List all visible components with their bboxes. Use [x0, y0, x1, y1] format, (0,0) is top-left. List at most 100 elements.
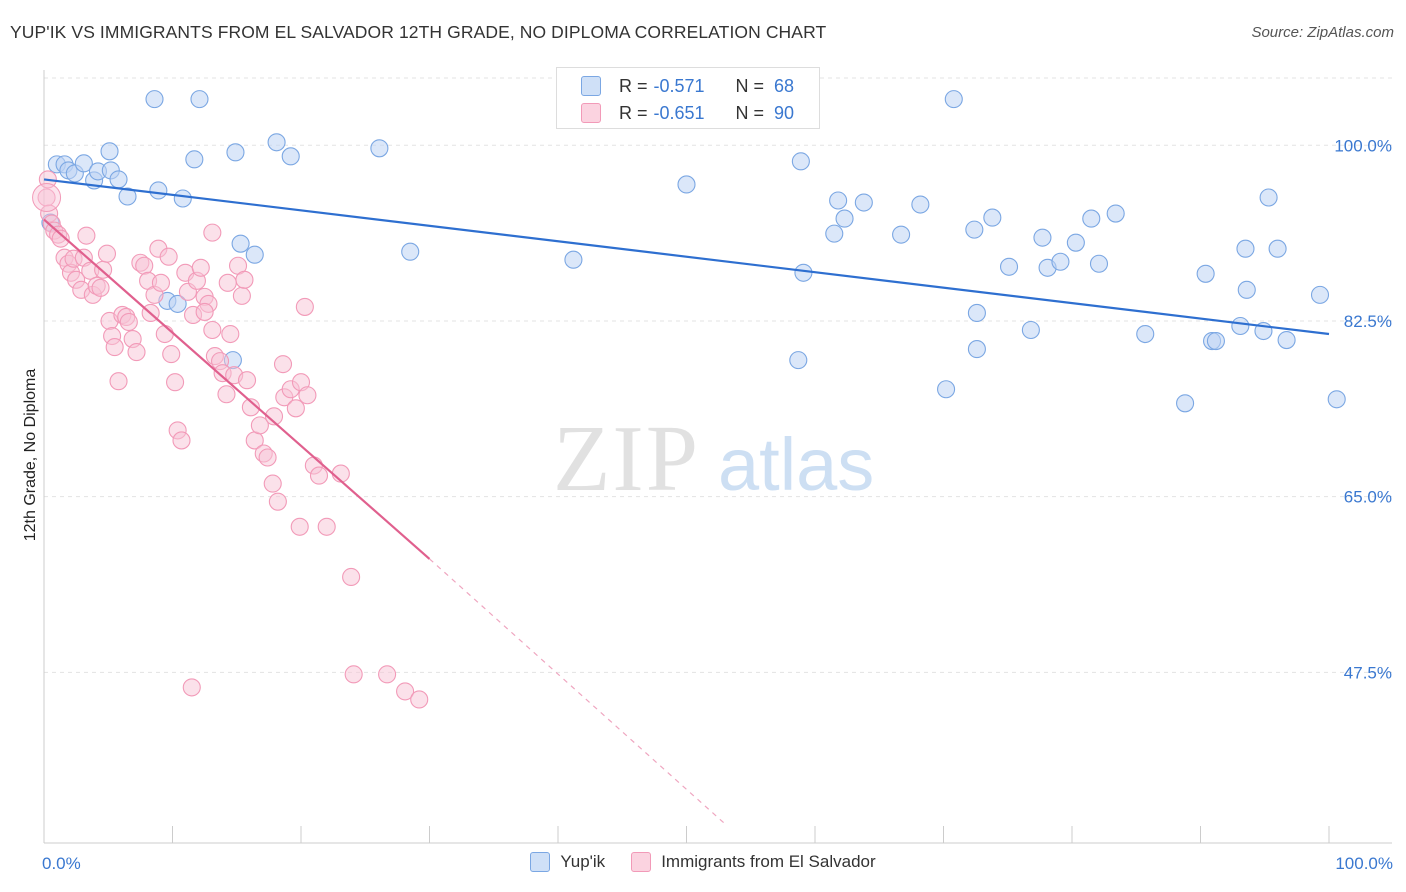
point-s0-21 [231, 234, 250, 253]
point-s1-62 [250, 416, 269, 435]
n-value: 68 [774, 75, 795, 96]
point-s0-10 [109, 170, 128, 189]
point-s0-11 [118, 187, 137, 206]
x-tick-label-0: 0.0% [42, 854, 81, 873]
point-s0-49 [1051, 252, 1070, 271]
point-s0-5 [74, 154, 93, 173]
point-s0-39 [937, 380, 956, 399]
point-s0-50 [1066, 233, 1085, 252]
point-s1-81 [203, 223, 222, 242]
point-s1-79 [396, 682, 415, 701]
point-s1-87 [290, 517, 309, 536]
point-s0-58 [1206, 332, 1225, 351]
stats-row-el-salvador: R = -0.651 N = 90 [581, 101, 794, 125]
point-s0-41 [965, 220, 984, 239]
point-s0-47 [1033, 228, 1052, 247]
point-s0-30 [789, 351, 808, 370]
point-s0-36 [854, 193, 873, 212]
point-s1-89 [195, 302, 214, 321]
point-s1-37 [155, 324, 174, 344]
point-s1-18 [91, 278, 110, 297]
point-s1-64 [258, 448, 277, 467]
point-s1-73 [309, 466, 329, 485]
point-s1-20 [97, 244, 117, 263]
point-s0-60 [1236, 239, 1255, 258]
point-s1-74 [317, 517, 336, 536]
point-s1-59 [237, 371, 257, 390]
point-s0-51 [1082, 209, 1101, 228]
point-s1-14 [77, 226, 96, 245]
point-s0-22 [245, 245, 264, 264]
point-s0-15 [168, 294, 187, 313]
point-s0-31 [791, 152, 810, 171]
point-s1-83 [273, 355, 293, 374]
point-s1-36 [151, 273, 170, 292]
trend-extension-s1 [429, 558, 726, 825]
point-s1-31 [135, 256, 154, 275]
point-s0-64 [1268, 239, 1287, 258]
watermark: ZIP atlas [553, 407, 874, 511]
watermark-atlas: atlas [718, 423, 874, 506]
point-s0-34 [829, 191, 848, 210]
point-s0-24 [281, 147, 300, 166]
point-s1-55 [221, 324, 240, 344]
point-s1-84 [235, 270, 254, 289]
point-s1-50 [203, 320, 222, 340]
point-s1-77 [344, 665, 363, 684]
point-s1-86 [295, 297, 314, 316]
point-s0-53 [1106, 204, 1125, 223]
point-s0-16 [173, 189, 192, 208]
point-s0-52 [1089, 254, 1109, 273]
point-s0-19 [226, 143, 245, 162]
stats-swatch-el-salvador [581, 103, 601, 123]
point-s0-37 [892, 225, 911, 244]
point-s1-78 [378, 665, 397, 684]
point-s0-18 [190, 90, 209, 109]
data-points [32, 90, 1346, 709]
point-s0-44 [983, 208, 1002, 227]
legend-item-el-salvador[interactable]: Immigrants from El Salvador [631, 852, 876, 872]
point-cluster-el-salvador [32, 182, 62, 212]
point-s0-55 [1176, 394, 1195, 413]
point-s1-42 [172, 431, 191, 450]
point-s1-40 [166, 373, 185, 392]
point-s0-67 [1327, 390, 1346, 409]
stats-row-yupik: R = -0.571 N = 68 [581, 74, 794, 98]
point-s0-54 [1136, 324, 1155, 344]
point-s1-38 [159, 247, 178, 266]
y-tick-label-2: 65.0% [1344, 488, 1392, 507]
point-s1-71 [298, 386, 317, 405]
source-label: Source: ZipAtlas.com [1251, 24, 1394, 41]
point-s0-17 [185, 150, 204, 169]
legend-label-yupik: Yup'ik [560, 852, 606, 871]
y-axis-title: 12th Grade, No Diploma [22, 368, 39, 542]
point-s1-69 [286, 399, 305, 418]
point-s1-76 [342, 567, 361, 587]
n-label: N = [735, 102, 765, 123]
point-s0-42 [967, 303, 986, 322]
point-s0-59 [1231, 316, 1250, 336]
point-s0-35 [835, 209, 854, 228]
point-s0-56 [1196, 264, 1215, 283]
chart-title: YUP'IK VS IMMIGRANTS FROM EL SALVADOR 12… [10, 22, 827, 42]
stats-swatch-yupik [581, 76, 601, 96]
point-s0-61 [1237, 280, 1256, 299]
point-s0-32 [794, 263, 813, 282]
point-s1-39 [162, 345, 181, 364]
point-s0-66 [1310, 285, 1330, 304]
n-value: 90 [774, 102, 795, 123]
tick-labels: 100.0% 82.5% 65.0% 47.5% 0.0% 100.0% [42, 136, 1393, 873]
point-s0-40 [944, 90, 963, 109]
r-value: -0.651 [653, 102, 705, 123]
point-s0-12 [145, 90, 164, 109]
point-s1-6 [51, 229, 70, 248]
y-tick-label-0: 100.0% [1334, 136, 1392, 155]
y-tick-label-3: 47.5% [1344, 663, 1392, 682]
x-tick-label-1: 100.0% [1335, 854, 1393, 873]
legend: Yup'ik Immigrants from El Salvador [0, 852, 1406, 872]
r-value: -0.571 [653, 75, 705, 96]
legend-swatch-yupik [530, 852, 551, 872]
r-label: R = [619, 75, 648, 96]
legend-item-yupik[interactable]: Yup'ik [530, 852, 605, 872]
point-s0-27 [564, 250, 583, 269]
